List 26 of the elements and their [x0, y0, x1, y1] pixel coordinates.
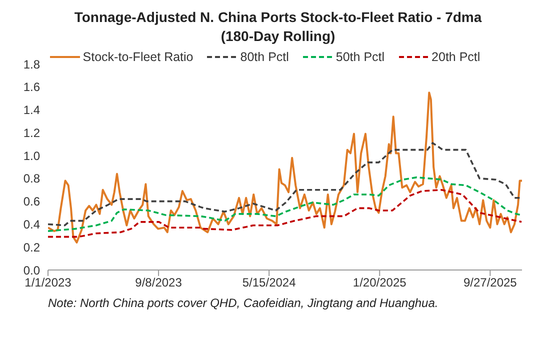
y-tick-label: 0.0: [23, 263, 40, 278]
legend-label: 80th Pctl: [239, 50, 289, 64]
y-tick-label: 1.2: [23, 126, 40, 140]
y-tick-label: 0.2: [23, 240, 40, 254]
y-tick-label: 1.4: [23, 103, 40, 118]
y-tick-label: 0.6: [23, 194, 40, 209]
x-tick-label: 9/8/2023: [135, 276, 182, 290]
legend-label: 50th Pctl: [334, 50, 385, 64]
text: Note: North China ports cover QHD, Caofeidian, Jingtang and Huanghua.: [48, 296, 440, 310]
legend-label: Stock-to-Fleet Ratio: [82, 50, 194, 64]
line-series: [48, 142, 522, 226]
y-tick-label: 0.8: [23, 172, 40, 186]
y-tick-label: 1.8: [23, 57, 40, 72]
x-tick-label: 9/27/2025: [463, 276, 518, 290]
y-tick-label: 1.0: [23, 148, 40, 163]
legend-label: 20th Pctl: [430, 50, 480, 64]
line-series: [48, 92, 522, 244]
line-series: [48, 188, 522, 238]
chart-title: Tonnage-Adjusted N. China Ports Stock-to-Fleet Ratio - 7dma: [73, 8, 483, 27]
line-series: [48, 176, 522, 232]
chart-subtitle: (180-Day Rolling): [220, 27, 336, 46]
x-tick-label: 1/20/2025: [352, 276, 407, 290]
y-tick-label: 1.6: [23, 80, 40, 94]
y-tick-label: 0.4: [23, 217, 40, 232]
x-tick-label: 5/15/2024: [242, 276, 296, 290]
x-tick-label: 1/1/2023: [24, 276, 72, 290]
